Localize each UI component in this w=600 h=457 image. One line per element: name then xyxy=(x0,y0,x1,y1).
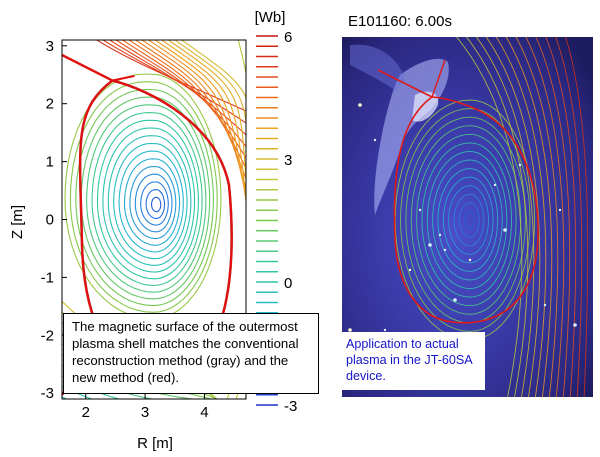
x-tick-label: 4 xyxy=(200,404,208,421)
flux-surface-closed xyxy=(96,119,199,280)
camera-flux-line-open xyxy=(465,37,529,397)
camera-flux-surface xyxy=(400,108,531,332)
flux-line-open xyxy=(174,40,246,127)
camera-flux-line-open xyxy=(535,37,571,397)
flux-surface-closed xyxy=(151,196,162,213)
camera-flux-line-open xyxy=(555,37,583,397)
y-tick-label: 0 xyxy=(46,212,54,229)
flux-surface-closed xyxy=(64,73,222,320)
x-tick-label: 2 xyxy=(82,404,90,421)
camera-flux-surface xyxy=(453,193,485,247)
left-caption: The magnetic surface of the outermost pl… xyxy=(63,313,319,394)
camera-flux-surface xyxy=(437,168,499,272)
camera-flux-surface xyxy=(432,159,503,281)
camera-flux-surface xyxy=(410,125,522,315)
sparkle xyxy=(348,328,352,332)
flux-line-open xyxy=(180,40,246,100)
camera-flux-surface xyxy=(458,202,480,238)
camera-flux-line-open xyxy=(475,37,535,397)
camera-flux-surface xyxy=(426,150,508,290)
sparkle xyxy=(418,208,422,212)
x-axis: 2 3 4 xyxy=(82,394,209,421)
colorbar-tick-label: -3 xyxy=(284,398,297,415)
flux-line-open xyxy=(154,40,246,204)
sparkle xyxy=(518,163,522,167)
sparkle xyxy=(468,258,472,262)
colorbar-tick-label: 6 xyxy=(284,29,292,46)
plasma-glow-core xyxy=(412,91,439,122)
flux-surface-closed xyxy=(107,135,192,266)
camera-flux-line-open xyxy=(545,37,577,397)
right-caption: Application to actual plasma in the JT-6… xyxy=(340,332,485,390)
camera-flux-surface xyxy=(448,185,489,255)
camera-flux-surface xyxy=(405,116,526,324)
sparkle xyxy=(543,303,547,307)
camera-separatrix xyxy=(393,96,539,324)
colorbar-ticks: 6 3 0 -3 xyxy=(284,29,297,415)
flux-line-open xyxy=(160,40,246,205)
sparkle xyxy=(443,248,447,252)
x-axis-label: R [m] xyxy=(137,435,173,452)
flux-surface-closed xyxy=(102,127,196,273)
camera-flux-line-open xyxy=(525,37,565,397)
camera-flux-surface xyxy=(442,176,494,264)
sparkle xyxy=(453,298,457,302)
sparkle xyxy=(573,323,577,327)
colorbar-tick-label: 3 xyxy=(284,152,292,169)
y-tick-label: -1 xyxy=(41,269,54,286)
camera-flux-line-open xyxy=(505,37,553,397)
flux-surface-closed xyxy=(118,150,184,253)
sparkle xyxy=(428,243,432,247)
flux-surface-closed xyxy=(129,165,177,240)
colorbar-tick-label: 0 xyxy=(284,275,292,292)
flux-surface-closed xyxy=(86,104,207,293)
x-tick-label: 3 xyxy=(141,404,149,421)
camera-title: E101160: 6.00s xyxy=(348,13,452,30)
sparkle xyxy=(503,228,507,232)
y-tick-label: -2 xyxy=(41,327,54,344)
sparkle xyxy=(558,208,562,212)
camera-flux-line-open xyxy=(565,37,589,397)
sparkle xyxy=(493,183,497,187)
flux-line-open xyxy=(108,40,246,136)
separatrix-leg xyxy=(112,75,135,82)
camera-flux-surface xyxy=(416,133,517,307)
flux-surface-closed xyxy=(123,158,181,246)
flux-line-open xyxy=(167,40,246,189)
y-axis-label: Z [m] xyxy=(9,205,26,239)
camera-separatrix-leg xyxy=(377,69,433,98)
sparkle xyxy=(373,138,377,142)
camera-flux-surface xyxy=(421,142,512,298)
flux-line-open xyxy=(95,40,246,112)
y-tick-label: -3 xyxy=(41,385,54,402)
sparkle xyxy=(438,233,442,237)
camera-flux-line-open xyxy=(495,37,547,397)
sparkle xyxy=(358,103,362,107)
y-tick-label: 2 xyxy=(46,96,54,113)
camera-flux-line-open xyxy=(515,37,559,397)
plasma-glow-upper xyxy=(350,44,405,90)
y-axis: 3 2 1 0 -1 -2 -3 xyxy=(41,38,67,402)
flux-line-open xyxy=(115,40,246,148)
flux-surface-closed xyxy=(69,81,218,313)
camera-separatrix-leg xyxy=(431,59,446,98)
camera-flux-surface xyxy=(464,210,476,230)
flux-surface-closed xyxy=(113,142,188,260)
camera-sparkles xyxy=(348,103,577,332)
camera-flux-contours xyxy=(377,37,589,397)
colorbar-unit: [Wb] xyxy=(255,9,286,26)
flux-surface-closed xyxy=(75,88,214,307)
camera-flux-line-open xyxy=(455,37,523,397)
flux-line-open xyxy=(121,40,246,159)
sparkle xyxy=(383,328,387,332)
sparkle xyxy=(408,268,412,272)
flux-surface-closed xyxy=(91,112,203,287)
separatrix-leg xyxy=(62,53,113,82)
flux-surface-closed xyxy=(134,173,173,233)
y-tick-label: 1 xyxy=(46,154,54,171)
y-tick-label: 3 xyxy=(46,38,54,55)
flux-surface-closed xyxy=(140,181,169,226)
camera-flux-line-open xyxy=(485,37,541,397)
flux-surface-closed xyxy=(145,189,166,219)
